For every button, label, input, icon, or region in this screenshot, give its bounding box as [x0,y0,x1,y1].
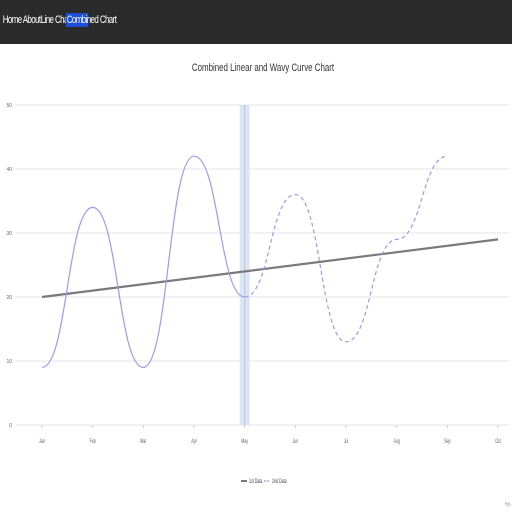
nav-menu: Home About Line Chart Combined Chart [2,13,117,27]
x-tick-label: Aug [393,438,400,445]
x-tick-label: Mar [140,438,146,445]
nav-combined-chart-link[interactable]: Combined Chart [66,13,117,27]
legend-item-1st-data[interactable]: 1st Data [241,478,263,485]
legend-label-1st-data: 1st Data [249,478,263,485]
x-tick-label: Jun [292,438,298,445]
corner-note: Hjs [504,502,511,508]
top-navigation-bar: Home About Line Chart Combined Chart [0,0,512,44]
x-tick-label: Sep [444,438,451,445]
y-tick-label: 40 [6,167,12,173]
x-tick-label: Jan [39,438,45,445]
chart-title: Combined Linear and Wavy Curve Chart [192,62,335,75]
nav-home-link[interactable]: Home [2,14,22,26]
nav-line-chart-link[interactable]: Line Chart [40,14,72,26]
y-tick-label: 0 [9,423,12,429]
combined-chart: Combined Linear and Wavy Curve Chart 0 10 2… [6,62,509,485]
series-2nd-data-solid-curve [41,155,245,369]
x-tick-label: Oct [495,438,501,445]
y-tick-label: 20 [6,295,12,301]
y-tick-label: 50 [6,103,12,109]
nav-about-link[interactable]: About [22,14,41,26]
chart-container: Combined Linear and Wavy Curve Chart 0 10 2… [0,44,512,512]
x-tick-label: Jul [344,438,349,445]
x-tick-label: May [241,438,248,445]
y-tick-label: 10 [6,359,12,365]
x-tick-label: Feb [90,438,96,445]
x-tick-label: Apr [191,438,197,445]
legend-label-2nd-data: 2nd Data [272,478,287,485]
legend-item-2nd-data[interactable]: 2nd Data [264,478,287,485]
y-tick-label: 30 [6,231,12,237]
series-2nd-data-dashed-curve [244,155,448,343]
